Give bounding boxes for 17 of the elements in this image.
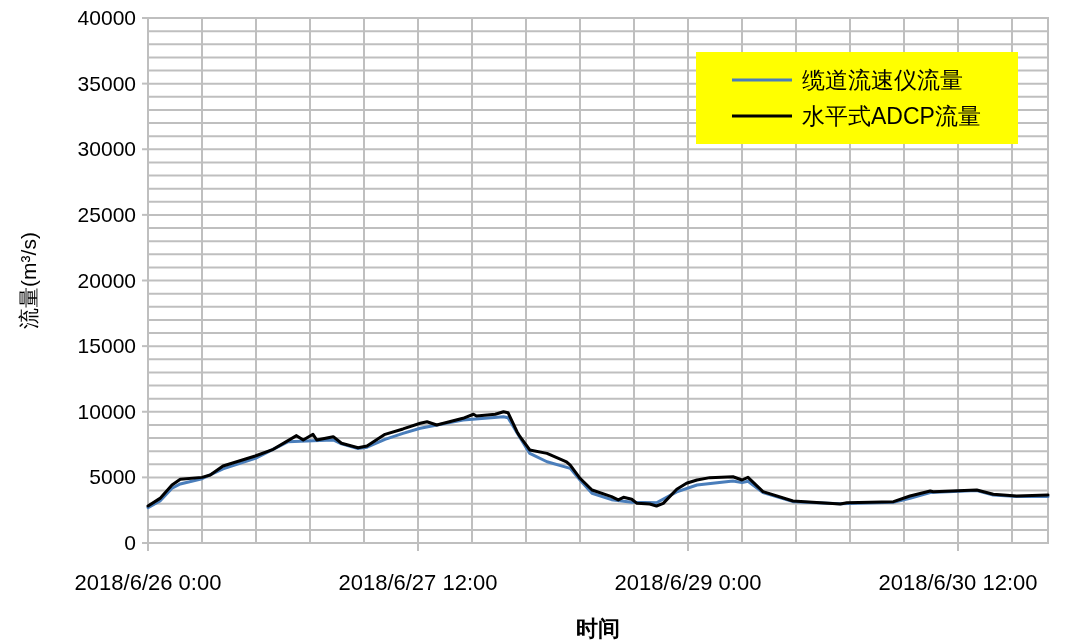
x-tick-label: 2018/6/26 0:00 [74,570,222,595]
y-tick-label: 40000 [77,6,136,29]
x-tick-label: 2018/6/27 12:00 [338,570,498,595]
y-tick-label: 10000 [77,399,136,423]
y-axis-title: 流量(m³/s) [17,232,40,329]
y-tick-label: 35000 [77,71,136,95]
y-tick-label: 20000 [77,268,136,292]
y-tick-label: 5000 [89,465,136,489]
y-tick-label: 25000 [77,202,136,226]
legend-label: 缆道流速仪流量 [802,67,963,93]
y-tick-label: 30000 [77,137,136,161]
y-tick-label: 0 [124,531,136,554]
legend-label: 水平式ADCP流量 [802,103,981,129]
x-tick-label: 2018/6/29 0:00 [614,570,762,595]
x-tick-label: 2018/6/30 12:00 [878,570,1038,595]
x-axis-title: 时间 [576,616,620,641]
y-tick-label: 15000 [77,334,136,358]
